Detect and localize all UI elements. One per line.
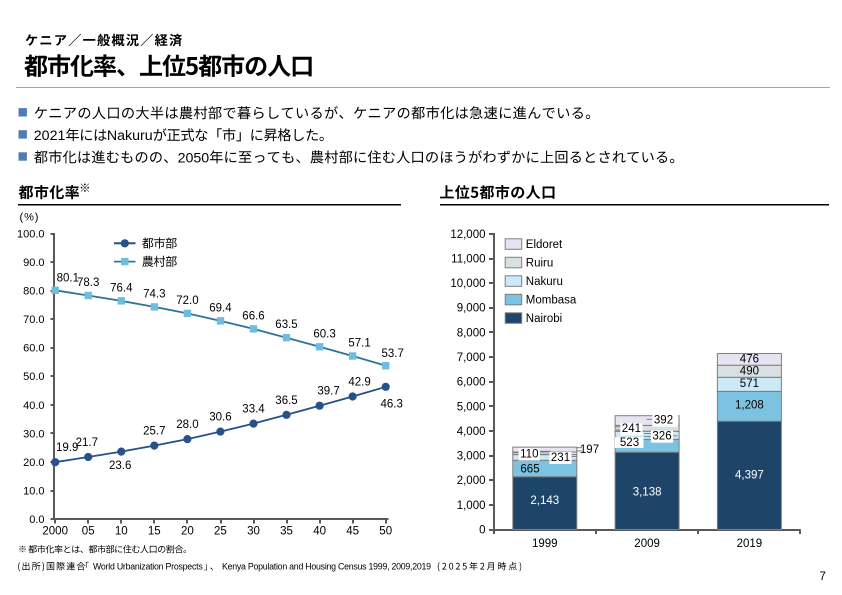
svg-text:53.7: 53.7: [382, 348, 404, 360]
svg-text:80.1: 80.1: [57, 272, 79, 284]
svg-text:20.0: 20.0: [23, 457, 44, 469]
svg-text:3,000: 3,000: [457, 451, 486, 463]
svg-text:326: 326: [652, 431, 671, 443]
svg-text:100.0: 100.0: [17, 229, 45, 241]
svg-text:World Urbanization Prospects: World Urbanization Prospects: [93, 562, 203, 572]
svg-text:2,143: 2,143: [530, 495, 559, 507]
svg-text:33.4: 33.4: [242, 404, 265, 416]
svg-text:30.0: 30.0: [23, 428, 44, 440]
svg-text:60.0: 60.0: [23, 343, 44, 355]
svg-text:665: 665: [520, 463, 539, 475]
svg-text:2050: 2050: [178, 150, 210, 166]
svg-text:4,000: 4,000: [457, 426, 486, 438]
svg-text:1999: 1999: [532, 538, 558, 550]
svg-text:21.7: 21.7: [76, 437, 98, 449]
svg-text:39.7: 39.7: [317, 386, 339, 398]
svg-text:20: 20: [181, 526, 194, 538]
svg-text:Nakuru: Nakuru: [526, 276, 563, 288]
svg-text:70.0: 70.0: [23, 314, 44, 326]
svg-text:19.9: 19.9: [56, 442, 78, 454]
svg-text:1,208: 1,208: [735, 400, 764, 412]
svg-text:1,000: 1,000: [457, 500, 486, 512]
svg-text:(%): (%): [20, 212, 40, 224]
svg-text:80.0: 80.0: [23, 286, 44, 298]
svg-text:28.0: 28.0: [176, 419, 198, 431]
svg-text:4,397: 4,397: [735, 469, 764, 481]
svg-text:110: 110: [520, 448, 538, 460]
svg-text:45: 45: [346, 526, 359, 538]
svg-text:571: 571: [740, 378, 759, 390]
svg-text:197: 197: [580, 444, 599, 456]
svg-text:490: 490: [740, 365, 759, 377]
svg-text:8,000: 8,000: [457, 327, 486, 339]
svg-text:231: 231: [551, 452, 570, 464]
svg-text:15: 15: [148, 526, 161, 538]
svg-text:10: 10: [115, 526, 128, 538]
svg-text:2009: 2009: [634, 538, 660, 550]
svg-text:40.0: 40.0: [23, 400, 44, 412]
svg-text:78.3: 78.3: [77, 277, 99, 289]
svg-text:392: 392: [654, 415, 673, 427]
svg-text:Ruiru: Ruiru: [526, 258, 553, 270]
svg-text:40: 40: [313, 526, 326, 538]
svg-text:25.7: 25.7: [143, 426, 165, 438]
svg-text:2019: 2019: [737, 538, 763, 550]
svg-text:35: 35: [280, 526, 293, 538]
svg-text:36.5: 36.5: [275, 395, 297, 407]
svg-text:9,000: 9,000: [457, 303, 486, 315]
svg-text:66.6: 66.6: [242, 310, 264, 322]
svg-text:72.0: 72.0: [176, 295, 198, 307]
svg-text:69.4: 69.4: [209, 302, 232, 314]
svg-text:241: 241: [622, 423, 641, 435]
svg-text:7,000: 7,000: [457, 352, 486, 364]
svg-text:11,000: 11,000: [451, 254, 485, 266]
svg-text:50: 50: [379, 526, 392, 538]
svg-text:23.6: 23.6: [109, 460, 131, 472]
svg-text:42.9: 42.9: [348, 377, 370, 389]
svg-text:0: 0: [479, 525, 485, 537]
svg-text:Kenya Population and Housing C: Kenya Population and Housing Census 1999…: [222, 562, 431, 572]
svg-text:12,000: 12,000: [450, 229, 485, 241]
svg-text:76.4: 76.4: [110, 282, 133, 294]
svg-text:30.6: 30.6: [209, 412, 231, 424]
svg-text:2021: 2021: [34, 128, 66, 144]
svg-text:50.0: 50.0: [23, 371, 44, 383]
svg-text:30: 30: [247, 526, 260, 538]
svg-text:5,000: 5,000: [457, 401, 486, 413]
svg-text:3,138: 3,138: [633, 486, 662, 498]
svg-text:0.0: 0.0: [29, 514, 44, 526]
svg-text:10.0: 10.0: [23, 485, 44, 497]
svg-text:Eldoret: Eldoret: [526, 239, 563, 251]
svg-text:74.3: 74.3: [143, 288, 165, 300]
svg-text:7: 7: [819, 570, 826, 583]
svg-text:523: 523: [620, 437, 639, 449]
svg-text:2000: 2000: [42, 526, 68, 538]
svg-text:Nairobi: Nairobi: [526, 313, 562, 325]
svg-text:2,000: 2,000: [457, 475, 486, 487]
svg-text:46.3: 46.3: [381, 399, 403, 411]
svg-text:6,000: 6,000: [457, 377, 486, 389]
svg-text:05: 05: [82, 526, 95, 538]
svg-text:63.5: 63.5: [275, 319, 297, 331]
svg-text:60.3: 60.3: [313, 328, 335, 340]
svg-text:57.1: 57.1: [348, 338, 370, 350]
svg-text:90.0: 90.0: [23, 257, 44, 269]
svg-text:25: 25: [214, 526, 227, 538]
svg-text:476: 476: [740, 354, 759, 366]
svg-text:Mombasa: Mombasa: [526, 295, 577, 307]
svg-text:Nakuru: Nakuru: [107, 128, 153, 144]
svg-text:10,000: 10,000: [450, 278, 485, 290]
